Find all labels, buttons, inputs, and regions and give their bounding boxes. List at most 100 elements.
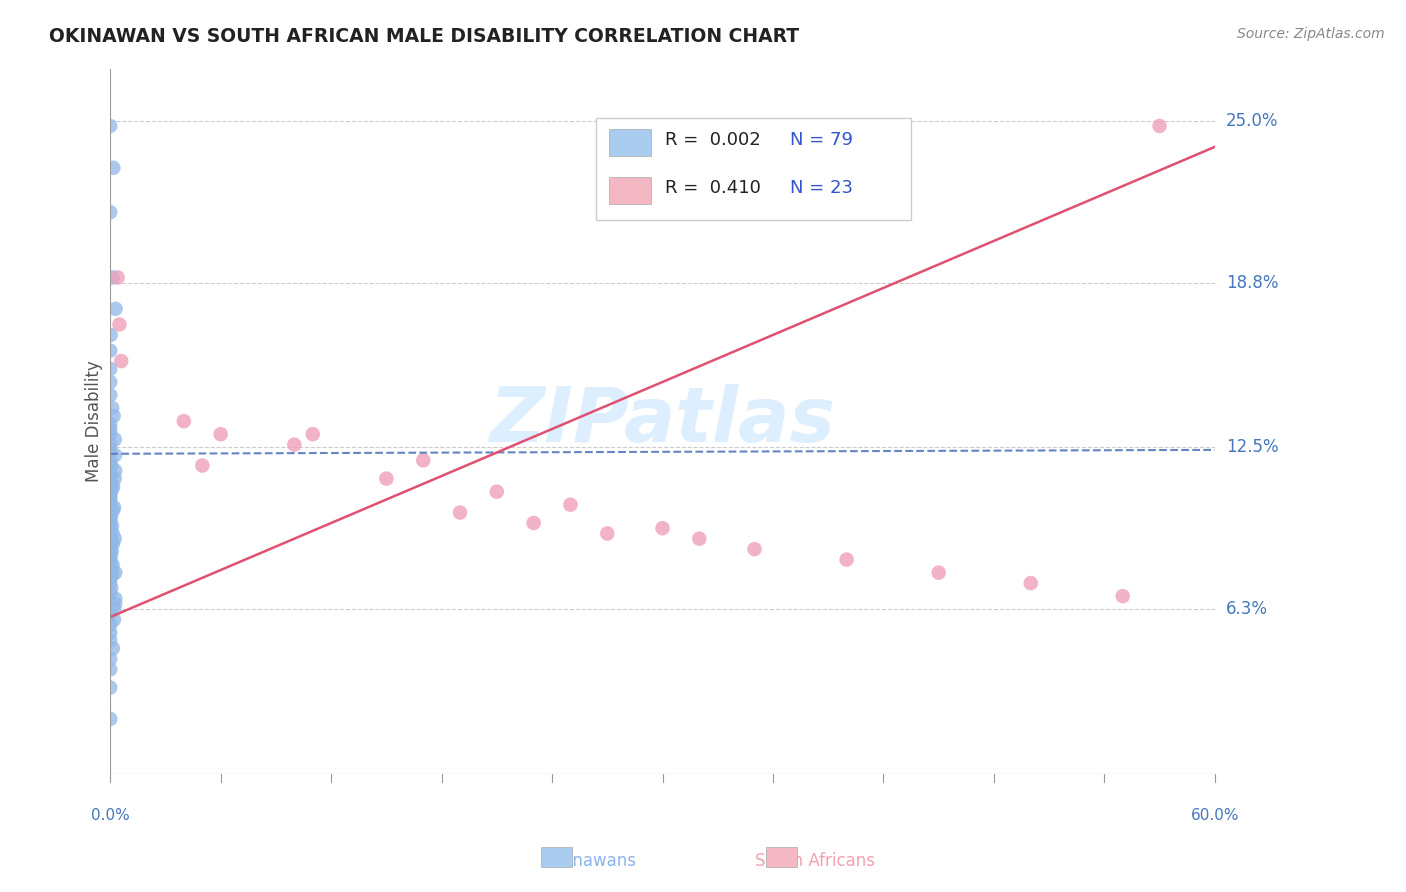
- Point: [98, 662, 121, 676]
- Text: ZIPatlas: ZIPatlas: [489, 384, 835, 458]
- Point: [98, 618, 121, 632]
- Point: [928, 566, 950, 580]
- Point: [98, 516, 121, 530]
- Point: [98, 681, 121, 695]
- Text: 12.5%: 12.5%: [1226, 438, 1278, 457]
- Point: [560, 498, 582, 512]
- Point: [98, 484, 121, 499]
- Point: [449, 506, 471, 520]
- Point: [104, 433, 127, 447]
- Point: [98, 506, 121, 520]
- Point: [98, 625, 121, 640]
- Point: [98, 492, 121, 507]
- Point: [98, 712, 121, 726]
- Point: [98, 542, 121, 557]
- Point: [104, 532, 127, 546]
- Text: N = 79: N = 79: [790, 131, 852, 150]
- Text: Source: ZipAtlas.com: Source: ZipAtlas.com: [1237, 27, 1385, 41]
- Point: [835, 552, 858, 566]
- Point: [688, 532, 710, 546]
- Point: [100, 545, 122, 559]
- Point: [375, 472, 398, 486]
- Point: [104, 591, 127, 606]
- Point: [100, 458, 122, 473]
- Point: [412, 453, 434, 467]
- Point: [98, 633, 121, 648]
- Point: [98, 205, 121, 219]
- Point: [98, 442, 121, 457]
- Point: [100, 508, 122, 523]
- Text: Okinawans: Okinawans: [546, 852, 636, 870]
- Point: [104, 301, 127, 316]
- Point: [101, 537, 124, 551]
- Point: [101, 479, 124, 493]
- Point: [101, 558, 124, 572]
- Point: [98, 510, 121, 524]
- Point: [98, 586, 121, 600]
- Point: [103, 613, 125, 627]
- Point: [98, 521, 121, 535]
- Point: [108, 318, 131, 332]
- Point: [98, 576, 121, 591]
- Point: [596, 526, 619, 541]
- Text: R =  0.002: R = 0.002: [665, 131, 761, 150]
- Point: [100, 476, 122, 491]
- Point: [485, 484, 508, 499]
- Point: [98, 540, 121, 554]
- Point: [209, 427, 232, 442]
- Point: [98, 375, 121, 389]
- Point: [101, 482, 124, 496]
- Point: [744, 542, 766, 557]
- Point: [191, 458, 214, 473]
- Text: OKINAWAN VS SOUTH AFRICAN MALE DISABILITY CORRELATION CHART: OKINAWAN VS SOUTH AFRICAN MALE DISABILIT…: [49, 27, 800, 45]
- Point: [103, 503, 125, 517]
- Point: [283, 437, 305, 451]
- Point: [104, 566, 127, 580]
- Point: [301, 427, 323, 442]
- Point: [100, 582, 122, 596]
- Point: [103, 409, 125, 423]
- Point: [98, 453, 121, 467]
- Point: [98, 437, 121, 451]
- Point: [101, 563, 124, 577]
- Bar: [609, 178, 651, 204]
- Point: [100, 560, 122, 574]
- Point: [98, 119, 121, 133]
- Point: [98, 549, 121, 564]
- Point: [98, 362, 121, 376]
- Text: N = 23: N = 23: [790, 179, 852, 197]
- Text: R =  0.410: R = 0.410: [665, 179, 761, 197]
- Point: [101, 270, 124, 285]
- Point: [101, 526, 124, 541]
- Point: [98, 487, 121, 501]
- Point: [98, 422, 121, 436]
- Point: [101, 401, 124, 415]
- FancyBboxPatch shape: [596, 118, 911, 220]
- Text: 25.0%: 25.0%: [1226, 112, 1278, 129]
- Point: [651, 521, 673, 535]
- Point: [98, 571, 121, 585]
- Point: [103, 602, 125, 616]
- Y-axis label: Male Disability: Male Disability: [86, 360, 103, 482]
- Point: [100, 327, 122, 342]
- Text: 18.8%: 18.8%: [1226, 274, 1278, 292]
- Point: [1112, 589, 1135, 603]
- Bar: [609, 129, 651, 156]
- Point: [98, 513, 121, 527]
- Text: 6.3%: 6.3%: [1226, 600, 1268, 618]
- Point: [98, 388, 121, 402]
- Point: [103, 500, 125, 515]
- Point: [98, 490, 121, 504]
- Point: [98, 607, 121, 622]
- Point: [98, 555, 121, 569]
- Point: [98, 534, 121, 549]
- Point: [98, 427, 121, 442]
- Point: [173, 414, 195, 428]
- Point: [1019, 576, 1042, 591]
- Point: [103, 161, 125, 175]
- Text: 60.0%: 60.0%: [1191, 808, 1239, 823]
- Text: 0.0%: 0.0%: [91, 808, 129, 823]
- Point: [1149, 119, 1171, 133]
- Point: [523, 516, 546, 530]
- Point: [101, 518, 124, 533]
